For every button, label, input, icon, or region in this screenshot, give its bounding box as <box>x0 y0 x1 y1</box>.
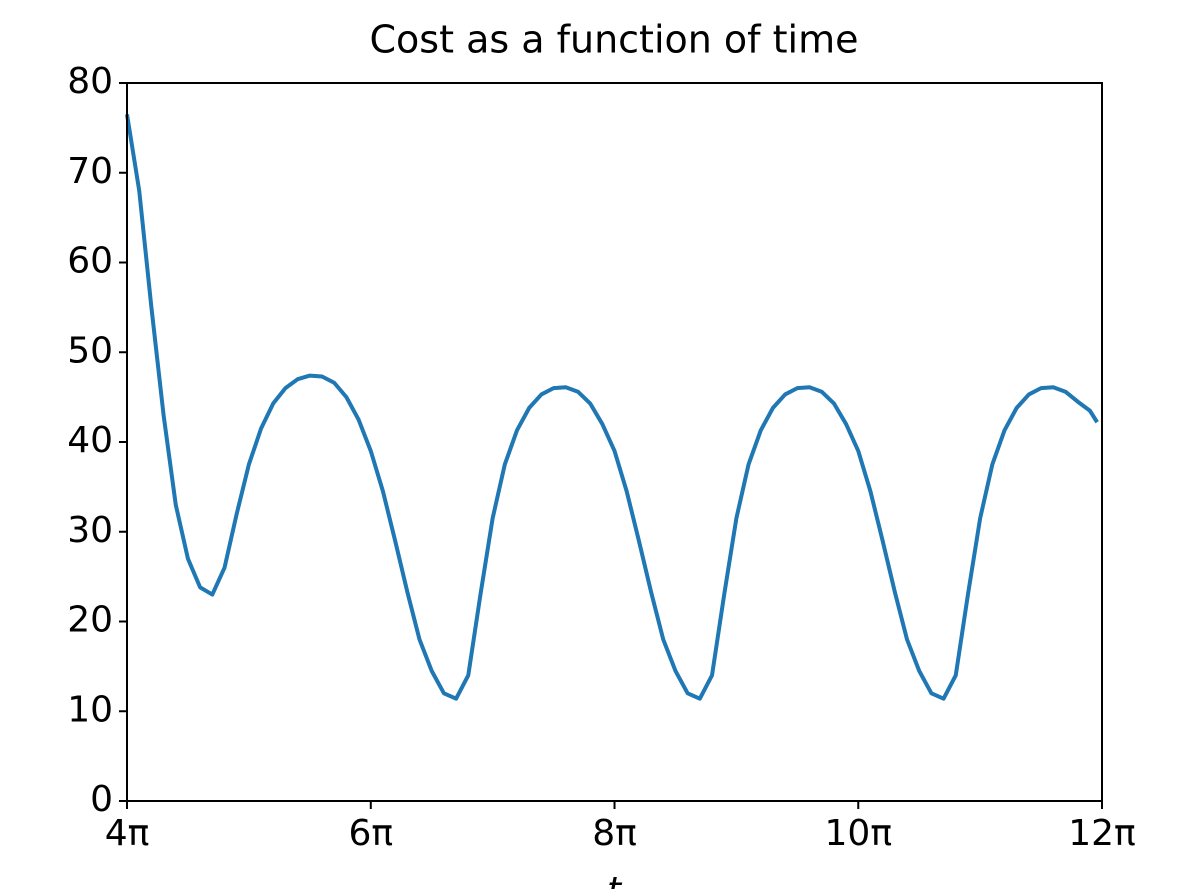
plot-frame <box>126 82 1103 802</box>
y-tick-label: 10 <box>67 689 113 730</box>
y-tick-label: 80 <box>67 61 113 102</box>
data-line <box>125 114 1099 701</box>
x-axis-label: t <box>607 870 623 889</box>
y-tick-label: 30 <box>67 510 113 551</box>
y-tick-label: 40 <box>67 420 113 461</box>
chart-title: Cost as a function of time <box>370 18 859 62</box>
x-tick-label: 8π <box>592 813 637 854</box>
x-tick-label: 12π <box>1068 813 1135 854</box>
y-tick-label: 70 <box>67 151 113 192</box>
y-tick-label: 0 <box>90 779 113 820</box>
y-tick-label: 20 <box>67 600 113 641</box>
y-tick-label: 50 <box>67 330 113 371</box>
x-tick-label: 10π <box>825 813 892 854</box>
x-tick-label: 6π <box>348 813 393 854</box>
x-tick-label: 4π <box>105 813 150 854</box>
y-tick-label: 60 <box>67 241 113 282</box>
